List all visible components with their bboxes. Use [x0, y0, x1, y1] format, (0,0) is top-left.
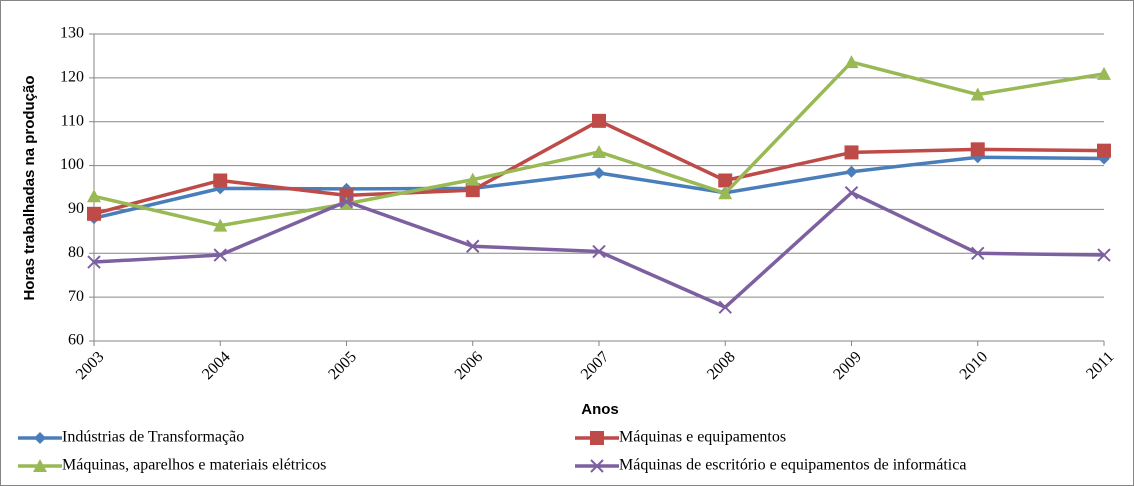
marker [844, 186, 859, 200]
marker [718, 300, 732, 314]
marker [592, 144, 606, 158]
legend-marker [34, 432, 46, 444]
marker [718, 186, 733, 200]
y-tick-label: 90 [68, 200, 84, 217]
y-tick-label: 80 [68, 244, 84, 261]
marker [466, 239, 480, 253]
marker [213, 248, 227, 262]
marker [87, 189, 101, 203]
marker [339, 194, 354, 209]
marker [971, 246, 985, 260]
marker [718, 173, 733, 188]
marker [844, 145, 859, 160]
marker [593, 167, 605, 180]
marker [213, 218, 228, 232]
legend-label: Máquinas de escritório e equipamentos de… [619, 457, 966, 474]
marker [844, 55, 859, 69]
marker [845, 165, 858, 178]
y-tick-label: 120 [60, 69, 84, 86]
y-tick-label: 100 [60, 156, 84, 173]
legend-marker [590, 431, 604, 445]
legend-label: Máquinas, aparelhos e materiais elétrico… [62, 457, 326, 474]
marker [87, 206, 101, 221]
legend-marker [590, 459, 604, 473]
marker [970, 142, 985, 157]
y-tick-label: 110 [61, 112, 84, 129]
y-tick-label: 130 [60, 25, 84, 42]
x-axis-title: Anos [581, 401, 619, 418]
legend-marker [33, 459, 47, 472]
marker [970, 87, 985, 101]
marker [592, 244, 606, 259]
marker [1097, 66, 1111, 80]
marker [1097, 143, 1111, 158]
marker [1097, 248, 1111, 262]
legend-label: Máquinas e equipamentos [619, 429, 786, 446]
marker [87, 255, 101, 269]
marker [592, 113, 606, 128]
y-axis-title: Horas trabalhadas na produção [21, 75, 38, 300]
y-tick-label: 70 [68, 288, 84, 305]
y-tick-label: 60 [68, 332, 84, 349]
marker [465, 183, 480, 198]
legend-label: Indústrias de Transformação [62, 429, 244, 446]
marker [213, 173, 228, 188]
marker [465, 172, 480, 186]
